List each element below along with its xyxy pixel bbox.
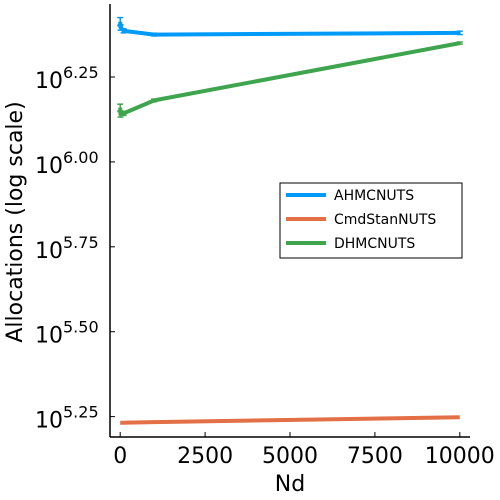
x-tick-label: 7500 xyxy=(347,444,403,469)
x-axis-label: Nd xyxy=(275,472,305,497)
x-ticks: 0 2500 5000 7500 10000 xyxy=(113,432,495,469)
y-ticks: 105.25 105.50 105.75 106.00 106.25 xyxy=(35,63,115,434)
legend-label-cmdstannuts: CmdStanNUTS xyxy=(334,212,436,228)
series-line-cmdstannuts xyxy=(118,415,460,425)
x-tick-label: 10000 xyxy=(425,444,495,469)
y-tick-label: 106.00 xyxy=(35,148,99,179)
series-line-ahmcnuts xyxy=(118,21,460,37)
y-tick-label: 105.25 xyxy=(35,403,99,434)
y-tick-label: 106.25 xyxy=(35,63,99,94)
y-axis-label: Allocations (log scale) xyxy=(3,101,28,342)
y-tick-label: 105.75 xyxy=(35,233,99,264)
series-line-dhmcnuts xyxy=(118,41,461,117)
legend-label-dhmcnuts: DHMCNUTS xyxy=(334,236,415,252)
y-tick-label: 105.50 xyxy=(35,318,99,349)
x-tick-label: 2500 xyxy=(177,444,233,469)
x-tick-label: 5000 xyxy=(262,444,318,469)
x-tick-label: 0 xyxy=(113,444,127,469)
legend: AHMCNUTS CmdStanNUTS DHMCNUTS xyxy=(279,182,463,259)
legend-label-ahmcnuts: AHMCNUTS xyxy=(334,188,414,204)
series-layer xyxy=(117,16,463,425)
